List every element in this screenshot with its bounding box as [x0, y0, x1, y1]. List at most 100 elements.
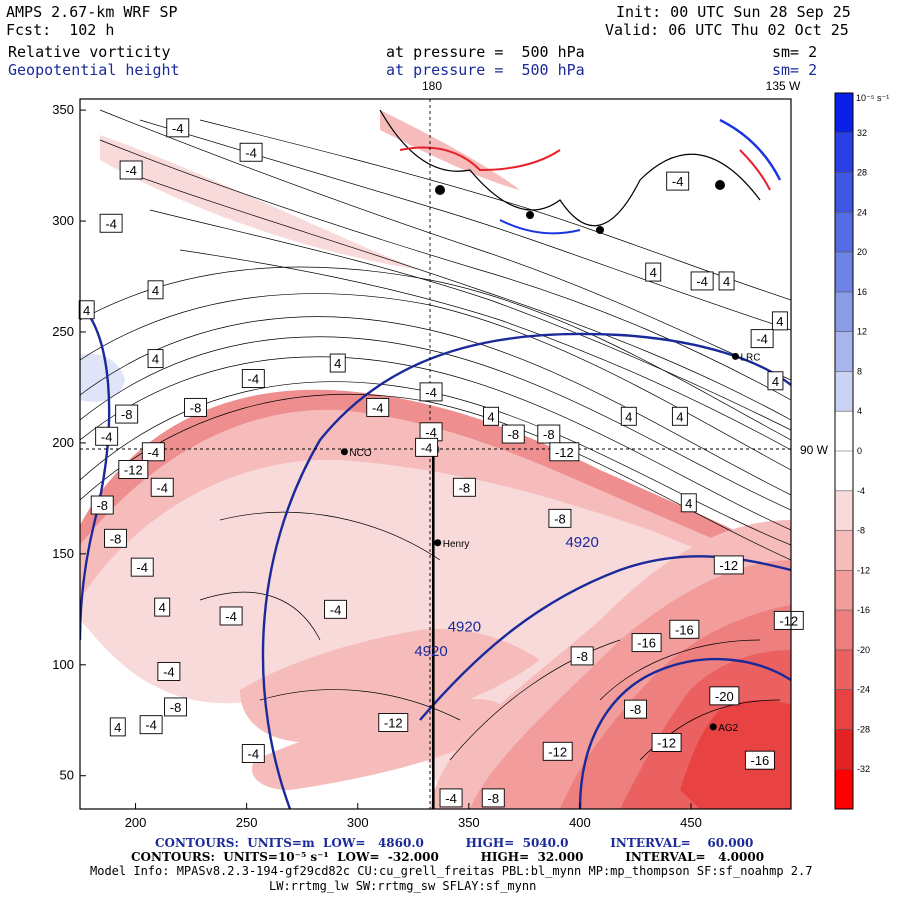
vorticity-label-box: [750, 329, 774, 349]
vorticity-label-box: [118, 460, 149, 479]
colorbar-tick-label: -8: [857, 526, 865, 536]
colorbar-swatch: [835, 331, 853, 372]
footer-physics: LW:rrtmg_lw SW:rrtmg_sw SFLAY:sf_mynn: [269, 879, 537, 893]
colorbar-unit: 10⁻⁵ s⁻¹: [856, 93, 889, 103]
vorticity-label-box: [139, 715, 163, 735]
field1-name: Relative vorticity: [8, 43, 171, 61]
colorbar-swatch: [835, 451, 853, 491]
plot-frame: [79, 98, 792, 810]
vorticity-label-box: [744, 750, 775, 770]
colorbar-swatch: [835, 212, 853, 253]
y-tick-label: 50: [60, 768, 74, 783]
forecast-hour: Fcst: 102 h: [6, 21, 115, 39]
y-tick-label: 300: [52, 213, 74, 228]
vorticity-label-box: [771, 311, 788, 331]
vorticity-label-box: [645, 262, 662, 282]
vorticity-label-box: [95, 426, 119, 446]
vorticity-label-box: [147, 349, 164, 369]
vorticity-label: 4: [334, 356, 341, 371]
vorticity-label-box: [773, 610, 804, 630]
height-contour-label: 4920: [414, 643, 447, 660]
vorticity-label-box: [109, 717, 126, 737]
vorticity-label-box: [141, 442, 165, 462]
colorbar-tick-label: 28: [857, 168, 867, 178]
colorbar-swatch: [835, 649, 853, 690]
vorticity-label-box: [90, 495, 114, 515]
vorticity-label: -8: [554, 511, 566, 526]
vorticity-label: -4: [372, 400, 384, 415]
colorbar-tick-label: 4: [857, 406, 862, 416]
lon-label-135w: 135 W: [766, 79, 801, 93]
vorticity-label-box: [239, 142, 263, 162]
colorbar-tick-label: -24: [857, 685, 870, 695]
lon-label-180: 180: [422, 79, 442, 93]
colorbar-tick-label: 0: [857, 446, 862, 456]
colorbar-swatch: [835, 689, 853, 730]
vorticity-label: -4: [696, 274, 708, 289]
vorticity-label: -4: [330, 602, 342, 617]
y-axis: 50 100 150 200 250 300 350: [52, 102, 86, 783]
vorticity-label-box: [680, 493, 697, 513]
vorticity-label: 4: [152, 352, 159, 367]
vorticity-label: 4: [723, 274, 730, 289]
colorbar-swatch: [835, 610, 853, 650]
footer-height-contours: CONTOURS: UNITS=m LOW= 4860.0 HIGH= 5040…: [155, 836, 754, 850]
x-tick-label: 250: [236, 815, 258, 830]
vorticity-label-box: [78, 300, 95, 320]
vorticity-label: 4: [152, 283, 159, 298]
vorticity-label-box: [718, 271, 735, 291]
colorbar: 32 28 24 20 16 12 8 4 0 -4 -8 -12 -16 -20 -24 -28 -32: [834, 92, 870, 810]
model-title: AMPS 2.67-km WRF SP: [6, 3, 178, 21]
vorticity-label-box: [501, 424, 525, 444]
vorticity-label: -8: [507, 427, 519, 442]
height-contour-label: 4920: [565, 534, 598, 551]
vorticity-label: -16: [675, 622, 694, 637]
colorbar-tick-label: -16: [857, 605, 870, 615]
init-time: Init: 00 UTC Sun 28 Sep 25: [616, 3, 851, 21]
colorbar-swatch: [835, 570, 853, 611]
vorticity-label-box: [713, 555, 744, 575]
vorticity-label: -4: [425, 385, 437, 400]
vorticity-label: -8: [459, 480, 471, 495]
colorbar-tick-label: 32: [857, 128, 867, 138]
vorticity-label: -8: [190, 400, 202, 415]
vorticity-label: 4: [685, 496, 692, 511]
vorticity-label-box: [483, 406, 499, 426]
vorticity-label: -4: [425, 425, 437, 440]
colorbar-swatch: [835, 132, 853, 173]
colorbar-tick-label: -32: [857, 764, 870, 774]
vorticity-label: -4: [225, 609, 237, 624]
y-tick-label: 200: [52, 435, 74, 450]
colorbar-tick-label: -20: [857, 645, 870, 655]
vorticity-label-box: [651, 732, 682, 752]
station-dot: [340, 448, 348, 456]
colorbar-swatch: [835, 411, 853, 451]
vorticity-label: 4: [83, 303, 90, 318]
colorbar-swatch: [835, 291, 853, 332]
colorbar-tick-label: -28: [857, 724, 870, 734]
vorticity-label: -20: [715, 689, 734, 704]
vorticity-label: -4: [672, 174, 684, 189]
station-dot: [709, 723, 717, 731]
colorbar-tick-label: 20: [857, 247, 867, 257]
lon-label-90w: 90 W: [800, 443, 829, 457]
vorticity-label: -4: [101, 429, 113, 444]
vorticity-label: -8: [487, 791, 499, 806]
vorticity-label-box: [690, 271, 714, 291]
vorticity-label-box: [631, 633, 662, 653]
vorticity-label: 4: [772, 374, 779, 389]
field2-level: at pressure = 500 hPa: [386, 61, 585, 79]
vorticity-label: -4: [145, 718, 157, 733]
colorbar-swatch: [835, 93, 853, 133]
colorbar-swatch: [835, 530, 853, 571]
vorticity-label: 4: [159, 600, 166, 615]
vorticity-label: -8: [576, 649, 588, 664]
vorticity-label-box: [452, 477, 476, 497]
x-tick-label: 300: [347, 815, 369, 830]
station-dot: [731, 352, 739, 360]
footer-model-info: Model Info: MPASv8.2.3-194-gf29cd82c CU:…: [90, 864, 813, 878]
field2-name: Geopotential height: [8, 61, 180, 79]
colorbar-tick-label: 24: [857, 207, 867, 217]
